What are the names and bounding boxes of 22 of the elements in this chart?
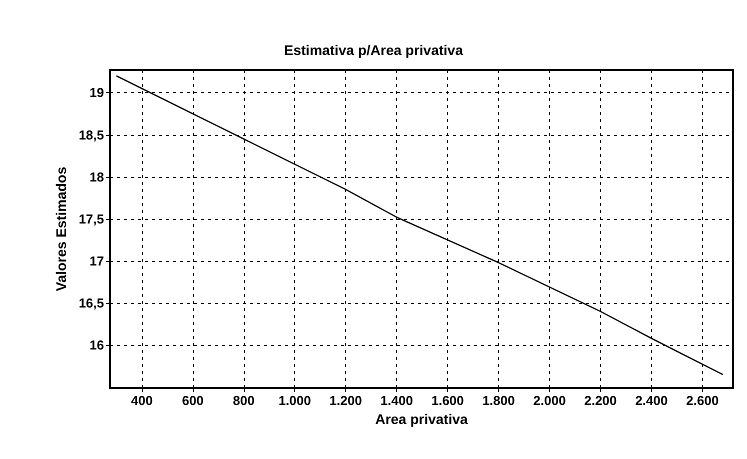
x-tick-label: 1.600	[431, 393, 464, 408]
x-tick-label: 1.000	[278, 393, 312, 408]
y-tick-label: 17	[90, 253, 104, 268]
x-axis-title: Area privativa	[375, 411, 468, 427]
y-tick-label: 18,5	[78, 127, 104, 142]
x-tick-label: 800	[232, 393, 255, 408]
x-tick-label: 600	[182, 393, 204, 408]
y-tick-label: 16,5	[78, 296, 104, 311]
y-axis-title: Valores Estimados	[52, 166, 69, 292]
x-tick-label: 1.800	[482, 393, 515, 408]
x-tick-label: 2.000	[533, 393, 566, 408]
x-tick-label: 1.200	[329, 393, 362, 408]
chart-title: Estimativa p/Area privativa	[284, 42, 464, 58]
x-tick-label: 2.600	[686, 393, 719, 408]
y-tick-label: 19	[90, 85, 104, 100]
y-tick-label: 18	[90, 169, 104, 184]
x-tick-label: 1.400	[380, 393, 413, 408]
y-tick-label: 16	[90, 338, 104, 353]
x-tick-label: 2.400	[635, 393, 668, 408]
x-tick-label: 400	[131, 393, 153, 408]
y-tick-label: 17,5	[78, 211, 104, 226]
x-tick-label: 2.200	[584, 393, 617, 408]
